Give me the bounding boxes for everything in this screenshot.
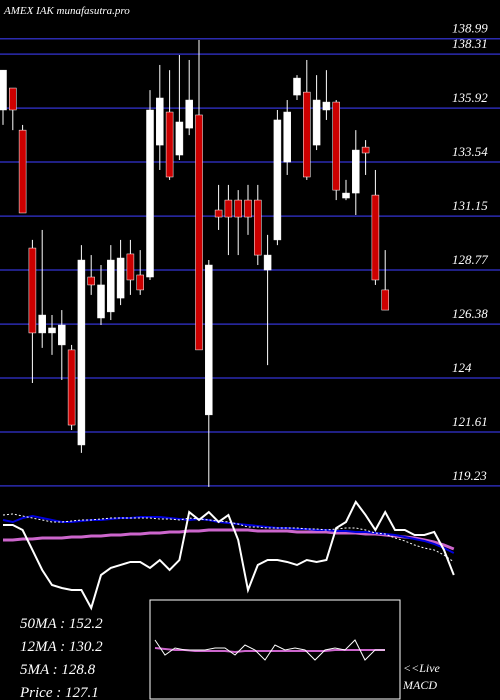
candle-body: [38, 314, 46, 334]
indicator-line: [2, 513, 455, 563]
candle-body: [322, 101, 331, 111]
candle-body: [205, 264, 213, 416]
y-tick-label: 126.38: [452, 306, 488, 321]
indicator-line: [154, 647, 385, 654]
y-tick-label: 135.92: [452, 90, 488, 105]
candle-body: [146, 109, 154, 278]
candle-body: [48, 327, 56, 334]
candle-body: [67, 349, 76, 426]
candle-body: [58, 324, 66, 346]
indicator-label: Price : 127.1: [19, 685, 99, 700]
candle-body: [126, 253, 135, 281]
candle-body: [156, 97, 164, 146]
indicator-label: 12MA : 130.2: [20, 639, 103, 655]
candle-body: [293, 77, 301, 96]
indicator-line: [2, 514, 455, 554]
candle-body: [263, 254, 272, 271]
indicator-line: [154, 639, 385, 661]
candle-body: [342, 192, 350, 199]
y-tick-label: 128.77: [452, 252, 488, 267]
y-tick-label: 131.15: [452, 198, 488, 213]
macd-label: <<Live: [403, 661, 441, 675]
y-tick-label: 133.54: [452, 144, 488, 159]
candle-body: [234, 199, 242, 218]
candle-body: [254, 199, 262, 256]
candle-body: [224, 199, 233, 218]
y-tick-label: 124: [452, 360, 472, 375]
candle-body: [214, 209, 223, 218]
candle-body: [371, 194, 380, 281]
y-tick-label: 138.31: [452, 36, 488, 51]
indicator-line: [3, 500, 455, 611]
candle-body: [87, 276, 95, 286]
candle-body: [332, 101, 340, 191]
candle-body: [312, 99, 321, 146]
indicator-label: 50MA : 152.2: [20, 616, 103, 632]
y-tick-label: 119.23: [452, 468, 487, 483]
candle-body: [175, 121, 184, 156]
y-tick-label: 138.99: [452, 21, 488, 36]
candle-body: [303, 91, 311, 178]
candle-body: [77, 259, 86, 446]
indicator-label: 5MA : 128.8: [20, 662, 96, 678]
candle-body: [97, 284, 105, 319]
chart-title: AMEX IAK munafasutra.pro: [3, 5, 130, 17]
candle-body: [136, 274, 144, 291]
candle-body: [381, 289, 389, 311]
y-tick-label: 121.61: [452, 414, 488, 429]
candle-body: [107, 259, 115, 313]
candle-body: [0, 69, 7, 111]
candle-body: [18, 129, 27, 214]
candle-body: [352, 149, 360, 194]
candle-body: [9, 87, 17, 111]
candle-body: [165, 111, 174, 178]
candle-body: [283, 111, 291, 163]
candle-body: [116, 257, 125, 299]
candle-body: [361, 146, 370, 154]
candle-body: [28, 247, 37, 334]
candle-body: [273, 119, 282, 241]
candle-body: [244, 199, 252, 218]
candle-body: [185, 99, 193, 129]
macd-label: MACD: [402, 678, 437, 692]
candle-body: [195, 114, 203, 351]
